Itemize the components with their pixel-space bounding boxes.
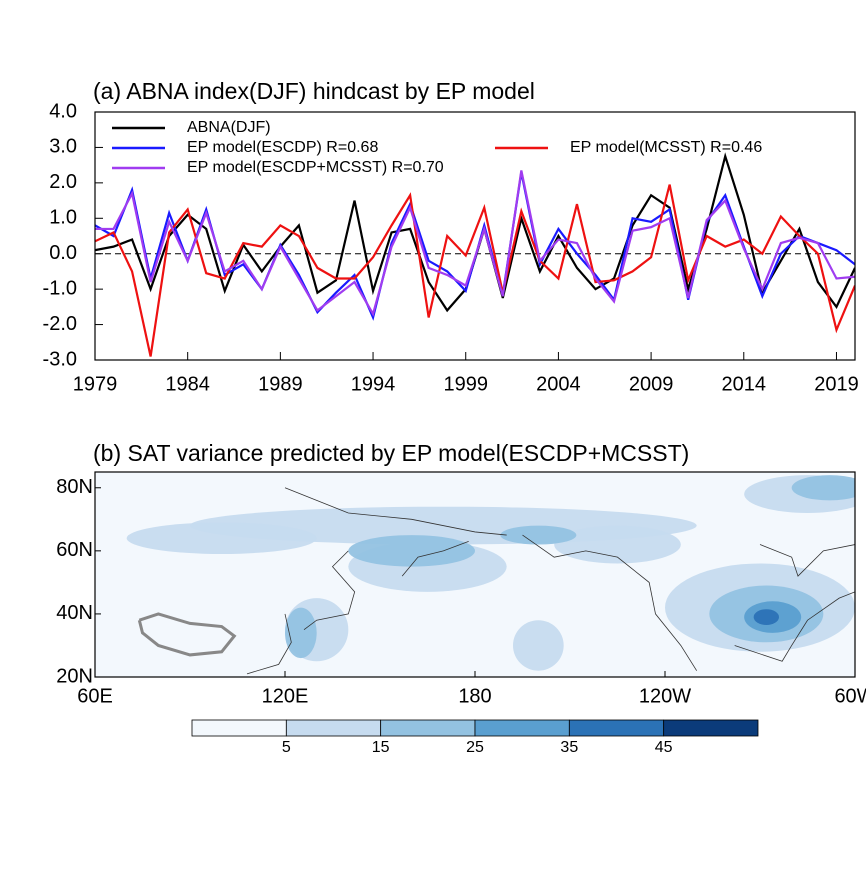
coastline xyxy=(401,541,469,577)
y-tick-label: 3.0 xyxy=(49,136,77,158)
colorbar-label: 45 xyxy=(655,739,673,756)
shaded-region xyxy=(513,620,564,671)
map-frame xyxy=(94,471,856,678)
x-tick-label: 2004 xyxy=(536,373,581,395)
x-tick-label: 120E xyxy=(262,685,309,707)
colorbar-label: 15 xyxy=(372,739,390,756)
x-tick-label: 2014 xyxy=(722,373,767,395)
series-line xyxy=(95,172,855,321)
x-tick-label: 1979 xyxy=(73,373,118,395)
x-tick-label: 60E xyxy=(77,685,113,707)
x-tick-label: 2009 xyxy=(629,373,674,395)
coastline xyxy=(734,591,855,662)
x-tick-label: 120W xyxy=(639,685,691,707)
y-tick-label: 40N xyxy=(56,602,93,624)
y-tick-label: 4.0 xyxy=(49,100,77,122)
legend-label: EP model(ESCDP+MCSST) R=0.70 xyxy=(187,159,444,176)
coastline xyxy=(759,544,855,577)
plateau-contour xyxy=(137,612,237,657)
shaded-region xyxy=(500,525,577,545)
x-tick-label: 1999 xyxy=(443,373,488,395)
y-tick-label: -1.0 xyxy=(43,277,77,299)
shaded-region xyxy=(554,525,681,564)
panel-b-title: (b) SAT variance predicted by EP model(E… xyxy=(93,440,689,466)
x-tick-label: 2019 xyxy=(814,373,859,395)
legend-label: ABNA(DJF) xyxy=(187,119,271,136)
series-line xyxy=(95,184,855,357)
y-tick-label: 80N xyxy=(56,476,93,498)
colorbar-box xyxy=(474,719,570,737)
colorbar-label: 35 xyxy=(560,739,578,756)
y-tick-label: 1.0 xyxy=(49,207,77,229)
x-tick-label: 1989 xyxy=(258,373,303,395)
x-tick-label: 1984 xyxy=(165,373,210,395)
legend-label: EP model(ESCDP) R=0.68 xyxy=(187,139,378,156)
colorbar-box xyxy=(568,719,665,737)
coastline xyxy=(522,534,698,671)
x-tick-label: 60W xyxy=(834,685,866,707)
shaded-region xyxy=(348,535,475,567)
series-line xyxy=(95,170,855,317)
colorbar-box xyxy=(663,719,759,737)
shaded-region xyxy=(285,607,317,659)
plot-frame xyxy=(94,111,856,361)
colorbar-box xyxy=(285,719,382,737)
coastline xyxy=(246,613,292,675)
y-tick-label: 20N xyxy=(56,665,93,687)
shaded-region xyxy=(753,609,779,625)
shaded-region xyxy=(126,522,317,554)
x-tick-label: 1994 xyxy=(351,373,396,395)
map-field xyxy=(95,472,855,677)
y-tick-label: 2.0 xyxy=(49,171,77,193)
panel-a-title: (a) ABNA index(DJF) hindcast by EP model xyxy=(93,78,535,104)
colorbar-label: 25 xyxy=(466,739,484,756)
colorbar-box xyxy=(191,719,287,737)
legend-label: EP model(MCSST) R=0.46 xyxy=(570,139,762,156)
x-tick-label: 180 xyxy=(458,685,491,707)
y-tick-label: -3.0 xyxy=(43,348,77,370)
y-tick-label: -2.0 xyxy=(43,313,77,335)
colorbar-label: 5 xyxy=(282,739,291,756)
coastline xyxy=(284,487,507,536)
y-tick-label: 60N xyxy=(56,539,93,561)
shaded-region xyxy=(791,475,855,501)
y-tick-label: 0.0 xyxy=(49,242,77,264)
coastline xyxy=(303,550,356,631)
colorbar-box xyxy=(380,719,476,737)
